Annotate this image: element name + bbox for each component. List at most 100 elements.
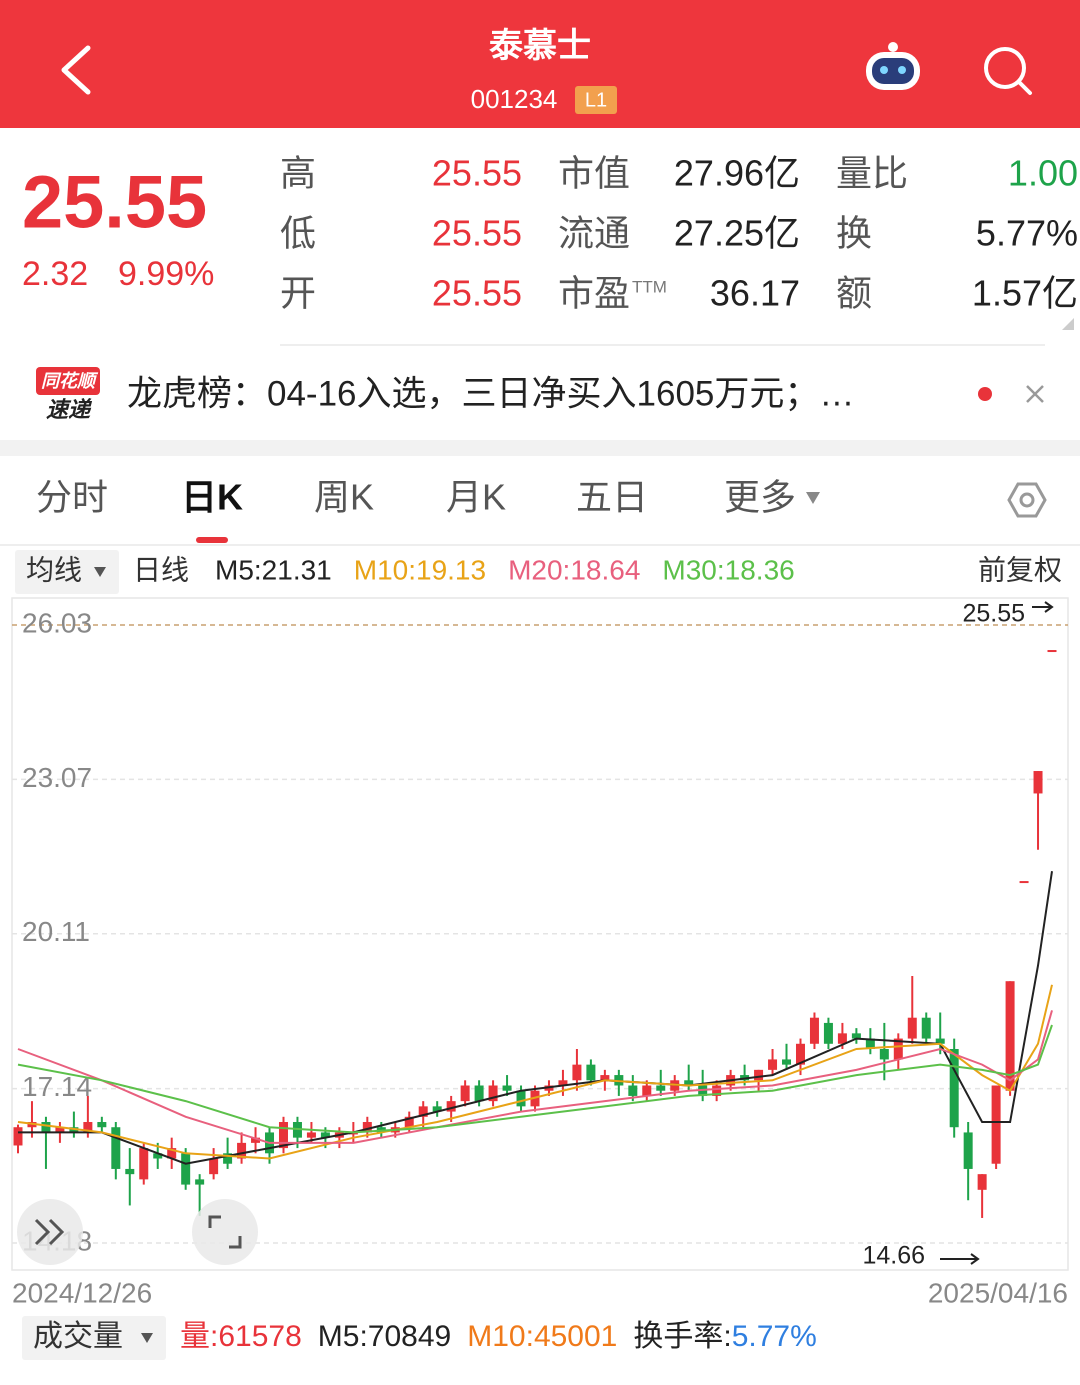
volume-legend-label: 换手率:: [633, 1320, 731, 1353]
low-arrow: [940, 1253, 980, 1265]
candle-body: [488, 1085, 498, 1102]
quote-label: 市盈: [558, 273, 630, 314]
candle-body: [991, 1085, 1001, 1164]
close-news[interactable]: [1026, 385, 1044, 403]
y-tick-label: 20.11: [22, 916, 90, 947]
ma-line: [18, 871, 1053, 1165]
period-label: 日线: [133, 554, 189, 585]
volume-selector[interactable]: [22, 1316, 166, 1360]
ma-legend: M5:21.31: [215, 554, 332, 585]
robot-icon[interactable]: [866, 42, 920, 90]
adjust-label[interactable]: 前复权: [978, 554, 1062, 585]
candle-body: [684, 1080, 694, 1086]
settings-button[interactable]: [1007, 482, 1047, 518]
fullscreen-button[interactable]: [192, 1199, 258, 1265]
last-price: 25.55: [22, 161, 207, 244]
quote-grid: 高 25.55 市值 27.96亿 量比 1.00 低 25.55 流通 27.25亿换 5.77%…: [280, 153, 1078, 314]
quote-value: 36.17: [710, 273, 800, 314]
candle-body: [181, 1153, 191, 1185]
tab[interactable]: 分时: [36, 477, 108, 518]
back-button[interactable]: [61, 45, 91, 95]
price-change: 2.32: [22, 255, 88, 293]
candle-body: [474, 1085, 484, 1102]
candle-body: [558, 1080, 568, 1086]
candle-body: [97, 1122, 107, 1128]
candle-body: [768, 1059, 778, 1070]
volume-legend-value: 70849: [368, 1320, 451, 1353]
candle-body: [782, 1059, 792, 1065]
candle-body: [41, 1122, 51, 1133]
y-tick-label: 26.03: [22, 607, 92, 638]
candle-body: [320, 1132, 330, 1138]
ma-legend: M10:19.13: [354, 554, 486, 585]
level-badge: [575, 86, 617, 114]
candle-body: [446, 1101, 456, 1112]
quote-label: 额: [836, 273, 872, 314]
volume-legend-label: 量:: [180, 1320, 218, 1353]
candle-body: [13, 1127, 23, 1146]
candle-body: [851, 1033, 861, 1039]
candle-body: [195, 1179, 205, 1185]
candle-body: [1005, 981, 1015, 1091]
low-label: 14.66: [862, 1242, 925, 1270]
stock-code: 001234: [471, 84, 558, 114]
candle-body: [586, 1064, 596, 1081]
tab[interactable]: 五日: [576, 477, 648, 518]
stock-name: 泰慕士: [489, 27, 591, 65]
quote-label: 高: [280, 153, 316, 194]
candle-body: [893, 1038, 903, 1060]
candle-body: [656, 1085, 666, 1091]
more-caret: [806, 492, 820, 504]
news-logo: 同花顺 速递: [36, 367, 100, 422]
candle-body: [712, 1085, 722, 1096]
ma-caret: [94, 567, 106, 577]
tab[interactable]: 周K: [314, 477, 374, 518]
candle-body: [1019, 881, 1029, 884]
period-tabs: 分时 日K 周K 月K 五日 更多: [36, 477, 796, 543]
x-end-label: 2025/04/16: [928, 1277, 1068, 1308]
candle-body: [139, 1148, 149, 1180]
quote-value: 27.25亿: [674, 213, 800, 254]
expand-button[interactable]: [17, 1199, 83, 1265]
ma-line: [17, 1010, 1053, 1144]
quote-value: 25.55: [432, 213, 522, 254]
candle-body: [865, 1038, 875, 1049]
candle-body: [153, 1153, 163, 1159]
volume-selector-text: 成交量: [33, 1320, 123, 1353]
candle-body: [879, 1048, 889, 1060]
quote-label: 量比: [836, 153, 908, 194]
ma-legend: M30:18.36: [662, 554, 794, 585]
unread-dot: [978, 387, 992, 401]
candle-body: [404, 1116, 414, 1128]
candle-body: [516, 1090, 526, 1107]
candle-body: [209, 1158, 219, 1175]
ttm-sup: TTM: [632, 277, 667, 296]
search-button[interactable]: [984, 47, 1032, 95]
candle-body: [963, 1132, 973, 1169]
quote-label: 低: [280, 213, 316, 254]
candle-body: [642, 1085, 652, 1096]
candle-body: [628, 1085, 638, 1096]
volume-legend-value: 61578: [218, 1320, 301, 1353]
candle-body: [362, 1122, 372, 1133]
candle-body: [795, 1043, 805, 1065]
tab[interactable]: 更多: [724, 477, 796, 518]
ma-selector[interactable]: [15, 550, 119, 594]
candle-body: [935, 1038, 945, 1044]
candle-body: [460, 1085, 470, 1102]
news-text[interactable]: 龙虎榜：04-16入选，三日净买入1605万元；…: [127, 374, 854, 413]
candle-body: [754, 1069, 764, 1081]
logo-top: 同花顺: [41, 371, 99, 391]
candle-body: [237, 1142, 247, 1159]
tab[interactable]: 月K: [446, 477, 506, 518]
ma-selector-text: 均线: [26, 554, 82, 585]
ma-line: [17, 984, 1053, 1160]
volume-legend-label: M10:: [467, 1320, 534, 1353]
tab[interactable]: 日K: [181, 477, 243, 518]
candle-body: [809, 1017, 819, 1044]
ma-legend: M20:18.64: [508, 554, 640, 585]
quote-value: 1.00: [1008, 153, 1078, 194]
candle-body: [1033, 771, 1043, 794]
candle-body: [600, 1075, 610, 1081]
